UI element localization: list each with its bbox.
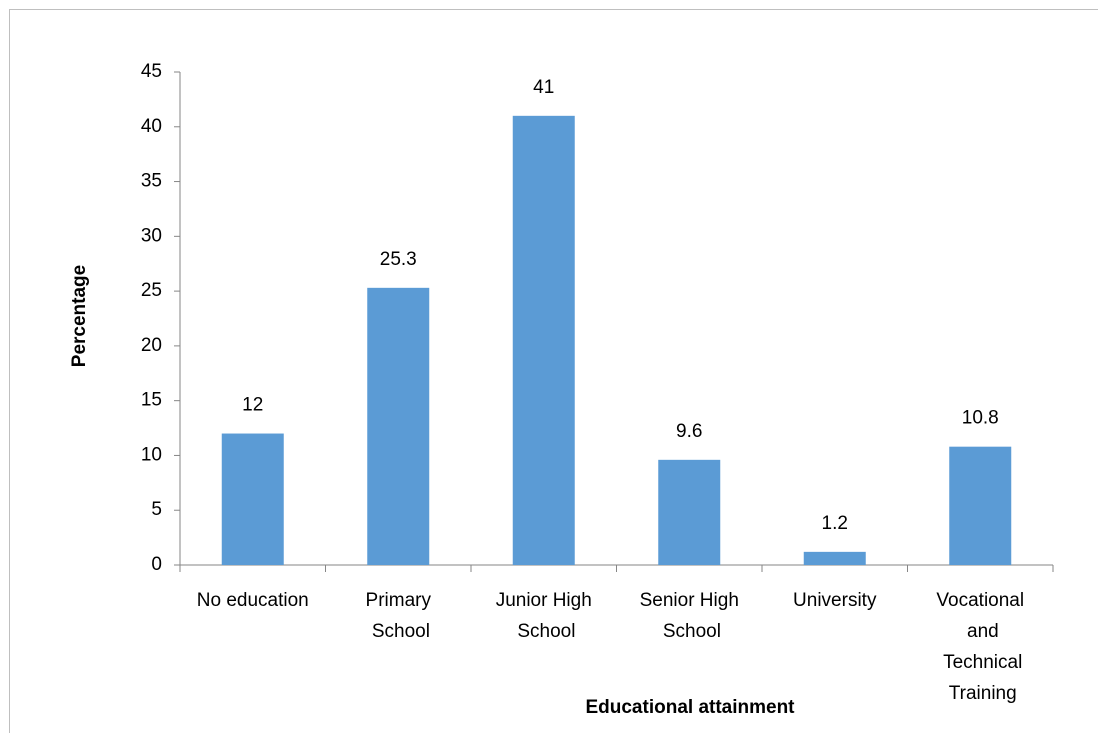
x-tick-label: Primary School (366, 590, 432, 642)
y-tick-label: 15 (141, 390, 162, 411)
x-tick-label: No education (197, 590, 309, 611)
y-tick-label: 5 (151, 499, 162, 520)
data-label: 12 (242, 395, 263, 416)
bar (367, 287, 430, 565)
data-label: 9.6 (676, 421, 702, 442)
data-label: 41 (533, 77, 554, 98)
y-tick-label: 10 (141, 444, 162, 465)
y-tick-label: 25 (141, 280, 162, 301)
x-tick-label: Senior High School (640, 590, 739, 642)
bar (658, 459, 721, 565)
bar (221, 433, 284, 565)
y-tick-label: 45 (141, 61, 162, 82)
bar (512, 115, 575, 566)
x-tick-label: University (793, 590, 877, 611)
y-axis-title: Percentage (69, 265, 90, 367)
y-tick-label: 0 (151, 554, 162, 575)
x-tick-label: Junior High School (496, 590, 592, 642)
y-tick-label: 30 (141, 225, 162, 246)
bar (949, 446, 1012, 565)
data-label: 10.8 (962, 408, 999, 429)
x-tick-label: Vocational and Technical Training (936, 590, 1024, 704)
bar (803, 551, 866, 565)
y-tick-label: 40 (141, 116, 162, 137)
data-label: 25.3 (380, 249, 417, 270)
x-axis-title: Educational attainment (585, 697, 795, 718)
data-label: 1.2 (822, 513, 848, 534)
chart-border (9, 9, 1098, 733)
y-tick-label: 20 (141, 335, 162, 356)
y-tick-label: 35 (141, 171, 162, 192)
